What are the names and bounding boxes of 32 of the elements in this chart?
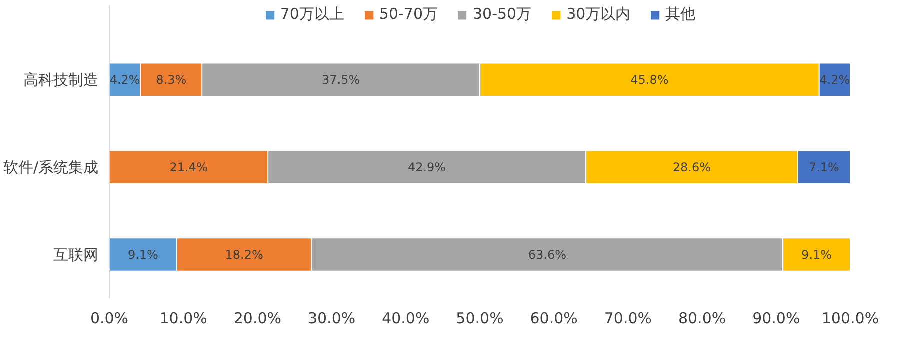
legend-label: 30万以内	[566, 5, 631, 24]
data-label: 63.6%	[528, 248, 566, 262]
legend-label: 50-70万	[379, 5, 438, 24]
x-tick-label: 90.0%	[752, 310, 800, 328]
legend-label: 其他	[666, 5, 696, 24]
x-tick-label: 30.0%	[308, 310, 356, 328]
data-label: 4.2%	[110, 72, 140, 87]
y-tick-label: 软件/系统集成	[3, 158, 99, 176]
data-label: 8.3%	[156, 72, 187, 87]
data-label: 7.1%	[808, 160, 840, 174]
x-tick-label: 20.0%	[234, 310, 282, 328]
x-tick-label: 50.0%	[456, 310, 504, 328]
data-label: 37.5%	[322, 72, 360, 87]
data-label: 9.1%	[128, 248, 158, 262]
y-tick-label: 高科技制造	[24, 70, 98, 89]
x-tick-label: 0.0%	[90, 310, 129, 328]
x-tick-label: 40.0%	[382, 310, 430, 328]
y-tick-label: 互联网	[54, 246, 98, 264]
data-label: 42.9%	[408, 160, 446, 174]
data-label: 4.2%	[820, 72, 850, 87]
legend-label: 30-50万	[473, 5, 532, 24]
x-tick-label: 60.0%	[530, 310, 578, 328]
x-tick-label: 80.0%	[678, 310, 726, 328]
x-tick-label: 100.0%	[822, 310, 880, 328]
x-tick-label: 70.0%	[604, 310, 652, 328]
legend-label: 70万以上	[280, 5, 344, 24]
data-label: 21.4%	[170, 160, 208, 174]
data-label: 18.2%	[225, 248, 264, 262]
x-tick-label: 10.0%	[160, 310, 208, 328]
data-label: 45.8%	[630, 72, 669, 87]
data-label: 9.1%	[802, 248, 832, 262]
data-label: 28.6%	[672, 160, 711, 174]
